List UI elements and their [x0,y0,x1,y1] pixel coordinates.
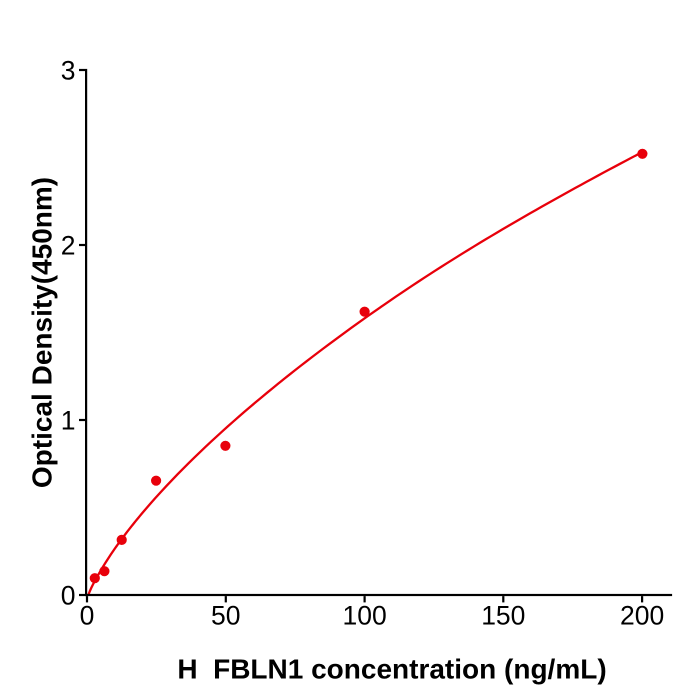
svg-text:H FBLN1 concentration (ng/mL): H FBLN1 concentration (ng/mL) [177,653,606,684]
svg-text:0: 0 [80,601,95,631]
svg-text:150: 150 [481,601,525,631]
svg-text:100: 100 [342,601,386,631]
svg-text:200: 200 [620,601,664,631]
svg-text:0: 0 [61,581,76,611]
svg-text:Optical Density(450nm): Optical Density(450nm) [27,177,58,488]
svg-text:1: 1 [61,406,76,436]
svg-text:2: 2 [61,231,76,261]
svg-text:3: 3 [61,56,76,86]
svg-text:50: 50 [211,601,240,631]
